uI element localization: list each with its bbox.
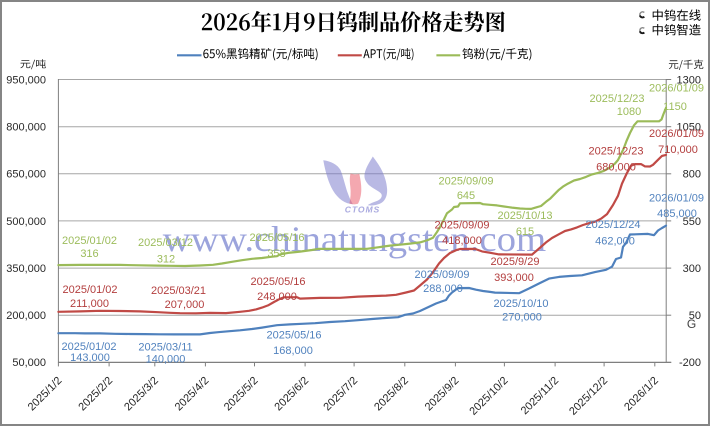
svg-text:550: 550 <box>683 216 701 228</box>
svg-text:2025/03/21: 2025/03/21 <box>151 285 206 297</box>
svg-text:350,000: 350,000 <box>6 263 46 275</box>
svg-text:950,000: 950,000 <box>6 74 46 86</box>
svg-text:680,000: 680,000 <box>596 161 636 173</box>
svg-text:50: 50 <box>689 310 701 322</box>
svg-text:G: G <box>687 317 696 331</box>
svg-text:2025/12/23: 2025/12/23 <box>588 146 643 158</box>
svg-text:2025/10/10: 2025/10/10 <box>493 298 548 310</box>
svg-text:1300: 1300 <box>677 74 701 86</box>
svg-text:248,000: 248,000 <box>257 291 297 303</box>
svg-text:2025/05/16: 2025/05/16 <box>249 232 304 244</box>
svg-text:2026/01/09: 2026/01/09 <box>649 83 704 95</box>
svg-text:2025/01/02: 2025/01/02 <box>61 341 116 353</box>
svg-text:211,000: 211,000 <box>70 298 109 310</box>
svg-text:200,000: 200,000 <box>6 310 46 322</box>
svg-text:207,000: 207,000 <box>165 299 205 311</box>
svg-text:393,000: 393,000 <box>494 272 534 284</box>
svg-text:2025/05/16: 2025/05/16 <box>250 276 305 288</box>
svg-text:485,000: 485,000 <box>657 208 697 220</box>
svg-text:2025/03/12: 2025/03/12 <box>138 237 193 249</box>
svg-text:168,000: 168,000 <box>273 345 313 357</box>
svg-text:140,000: 140,000 <box>146 354 186 366</box>
svg-text:800: 800 <box>683 169 701 181</box>
svg-text:2025/01/02: 2025/01/02 <box>62 284 117 296</box>
svg-text:418,000: 418,000 <box>442 235 482 247</box>
svg-text:312: 312 <box>157 253 175 265</box>
svg-text:1080: 1080 <box>617 106 641 118</box>
svg-text:2025/12/24: 2025/12/24 <box>585 219 640 231</box>
svg-text:358: 358 <box>267 248 285 260</box>
svg-text:2026/01/09: 2026/01/09 <box>649 128 704 140</box>
svg-text:650,000: 650,000 <box>6 169 46 181</box>
svg-text:316: 316 <box>80 248 98 260</box>
svg-text:2025/09/09: 2025/09/09 <box>414 269 469 281</box>
svg-text:2025/03/11: 2025/03/11 <box>138 341 192 353</box>
svg-text:500,000: 500,000 <box>6 216 46 228</box>
svg-text:2025/05/16: 2025/05/16 <box>266 329 321 341</box>
svg-text:CTOMS: CTOMS <box>345 205 380 215</box>
svg-text:2026/01/09: 2026/01/09 <box>649 192 704 204</box>
svg-text:300: 300 <box>683 263 701 275</box>
svg-text:1150: 1150 <box>663 101 687 113</box>
svg-text:645: 645 <box>457 190 475 202</box>
svg-text:50,000: 50,000 <box>12 357 46 369</box>
svg-text:288,000: 288,000 <box>423 283 463 295</box>
svg-text:-200: -200 <box>679 357 701 369</box>
svg-text:143,000: 143,000 <box>70 352 110 364</box>
svg-text:2025/01/02: 2025/01/02 <box>62 235 117 247</box>
svg-text:2025/12/23: 2025/12/23 <box>589 93 644 105</box>
svg-text:710,000: 710,000 <box>658 144 698 156</box>
svg-text:2025/09/09: 2025/09/09 <box>434 219 489 231</box>
svg-text:1050: 1050 <box>677 121 701 133</box>
svg-text:462,000: 462,000 <box>595 235 635 247</box>
svg-text:2025/10/13: 2025/10/13 <box>497 210 552 222</box>
svg-text:270,000: 270,000 <box>502 311 542 323</box>
svg-text:615: 615 <box>516 226 534 238</box>
svg-text:2025/9/29: 2025/9/29 <box>491 256 540 268</box>
svg-text:2025/09/09: 2025/09/09 <box>438 175 493 187</box>
svg-text:800,000: 800,000 <box>6 121 46 133</box>
